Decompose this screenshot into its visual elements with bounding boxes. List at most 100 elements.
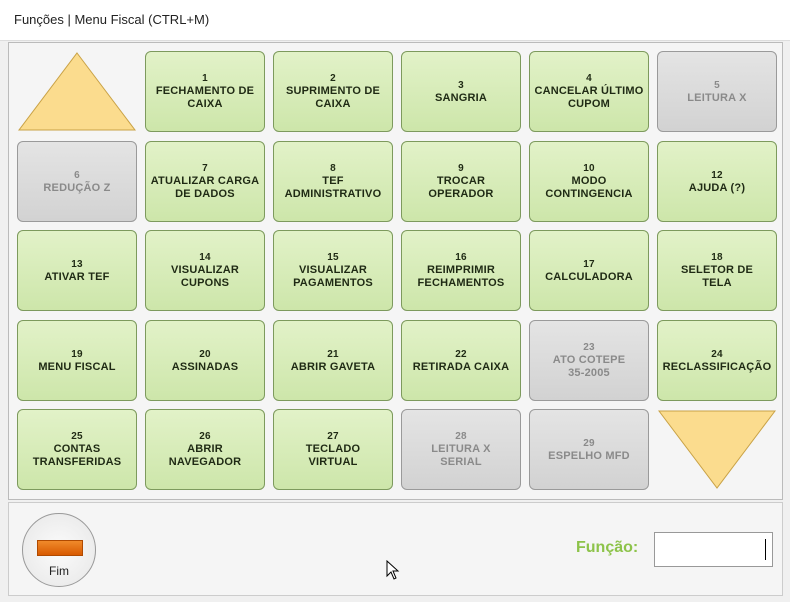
function-button[interactable]: 4 CANCELAR ÚLTIMO CUPOM: [529, 51, 649, 132]
button-number: 16: [455, 252, 467, 263]
button-number: 22: [455, 348, 467, 360]
function-button[interactable]: 20 ASSINADAS: [145, 320, 265, 401]
function-button[interactable]: 21 ABRIR GAVETA: [273, 320, 393, 401]
button-number: 3: [458, 79, 464, 91]
function-button[interactable]: 7 ATUALIZAR CARGA DE DADOS: [145, 141, 265, 222]
button-label: VIRTUAL: [308, 456, 358, 468]
button-number: 9: [458, 163, 464, 174]
button-number: 17: [583, 258, 595, 270]
function-button[interactable]: 18 SELETOR DE TELA: [657, 230, 777, 311]
window-title: Funções | Menu Fiscal (CTRL+M): [14, 12, 210, 27]
function-button[interactable]: 19 MENU FISCAL: [17, 320, 137, 401]
button-label: OPERADOR: [428, 188, 494, 200]
function-button[interactable]: 29 ESPELHO MFD: [529, 409, 649, 490]
function-button[interactable]: 16 REIMPRIMIR FECHAMENTOS: [401, 230, 521, 311]
function-button[interactable]: 13 ATIVAR TEF: [17, 230, 137, 311]
button-number: 20: [199, 348, 211, 360]
button-number: 6: [74, 169, 80, 181]
button-label: MODO: [571, 175, 607, 187]
button-label: CUPOM: [568, 98, 610, 110]
button-label: REIMPRIMIR: [427, 264, 495, 276]
button-number: 14: [199, 252, 211, 263]
function-button[interactable]: 8 TEF ADMINISTRATIVO: [273, 141, 393, 222]
button-label: SANGRIA: [434, 91, 488, 104]
function-button[interactable]: 6 REDUÇÃO Z: [17, 141, 137, 222]
button-label: ATIVAR TEF: [44, 270, 110, 283]
button-label: ASSINADAS: [171, 360, 239, 373]
function-button[interactable]: 9 TROCAR OPERADOR: [401, 141, 521, 222]
function-button[interactable]: 12 AJUDA (?): [657, 141, 777, 222]
button-label: DE DADOS: [175, 188, 235, 200]
button-number: 1: [202, 73, 208, 84]
button-label: VISUALIZAR: [299, 264, 367, 276]
function-button[interactable]: 23 ATO COTEPE 35-2005: [529, 320, 649, 401]
caret: [765, 539, 766, 560]
function-button[interactable]: 27 TECLADO VIRTUAL: [273, 409, 393, 490]
function-button[interactable]: 26 ABRIR NAVEGADOR: [145, 409, 265, 490]
button-number: 28: [455, 431, 467, 442]
button-number: 25: [71, 431, 83, 442]
button-label: ADMINISTRATIVO: [284, 188, 382, 200]
button-label: NAVEGADOR: [168, 456, 242, 468]
button-label: ATUALIZAR CARGA: [150, 175, 260, 187]
button-label: SERIAL: [440, 456, 482, 468]
function-input[interactable]: [654, 532, 773, 567]
function-button[interactable]: 28 LEITURA X SERIAL: [401, 409, 521, 490]
button-label: CONTINGENCIA: [545, 188, 633, 200]
button-number: 5: [714, 79, 720, 91]
button-label: FECHAMENTOS: [417, 277, 505, 289]
button-label: TEF: [322, 175, 344, 187]
button-label: ABRIR: [187, 443, 223, 455]
button-label: FECHAMENTO DE: [155, 85, 255, 97]
function-button[interactable]: 1 FECHAMENTO DE CAIXA: [145, 51, 265, 132]
scroll-down[interactable]: [657, 409, 777, 490]
function-button[interactable]: 15 VISUALIZAR PAGAMENTOS: [273, 230, 393, 311]
button-number: 18: [711, 252, 723, 263]
button-label: CONTAS: [53, 443, 101, 455]
function-button[interactable]: 10 MODO CONTINGENCIA: [529, 141, 649, 222]
function-button[interactable]: 3 SANGRIA: [401, 51, 521, 132]
function-button[interactable]: 25 CONTAS TRANSFERIDAS: [17, 409, 137, 490]
function-button[interactable]: 5 LEITURA X: [657, 51, 777, 132]
function-button[interactable]: 14 VISUALIZAR CUPONS: [145, 230, 265, 311]
button-label: TECLADO: [305, 443, 361, 455]
function-label: Função:: [576, 539, 639, 556]
button-label: ATO COTEPE: [552, 354, 626, 366]
button-number: 23: [583, 342, 595, 353]
title-bar: Funções | Menu Fiscal (CTRL+M): [0, 0, 790, 41]
button-number: 19: [71, 348, 83, 360]
button-number: 8: [330, 163, 336, 174]
function-button[interactable]: 24 RECLASSIFICAÇÃO: [657, 320, 777, 401]
cursor: [386, 560, 400, 580]
button-label: CANCELAR ÚLTIMO: [534, 85, 644, 97]
button-label: ABRIR GAVETA: [290, 360, 376, 373]
button-label: LEITURA X: [431, 443, 491, 455]
button-label: PAGAMENTOS: [293, 277, 373, 289]
scroll-up[interactable]: [17, 51, 137, 132]
button-number: 4: [586, 73, 592, 84]
button-label: ESPELHO MFD: [548, 449, 630, 462]
button-label: REDUÇÃO Z: [43, 181, 111, 194]
button-label: MENU FISCAL: [38, 360, 116, 373]
button-number: 27: [327, 431, 339, 442]
button-number: 7: [202, 163, 208, 174]
exit-icon: [37, 540, 83, 556]
button-label: 35-2005: [568, 367, 610, 379]
exit-button[interactable]: Fim: [22, 513, 96, 587]
button-number: 13: [71, 258, 83, 270]
button-label: LEITURA X: [687, 91, 747, 104]
button-number: 26: [199, 431, 211, 442]
footer: [8, 502, 783, 596]
button-label: RECLASSIFICAÇÃO: [662, 360, 772, 373]
button-number: 15: [327, 252, 339, 263]
exit-label: Fim: [49, 564, 69, 578]
function-button[interactable]: 22 RETIRADA CAIXA: [401, 320, 521, 401]
button-number: 2: [330, 73, 336, 84]
function-button[interactable]: 2 SUPRIMENTO DE CAIXA: [273, 51, 393, 132]
function-button[interactable]: 17 CALCULADORA: [529, 230, 649, 311]
button-number: 29: [583, 437, 595, 449]
button-number: 10: [583, 163, 595, 174]
button-panel: [8, 42, 783, 500]
button-label: TRANSFERIDAS: [32, 456, 122, 468]
